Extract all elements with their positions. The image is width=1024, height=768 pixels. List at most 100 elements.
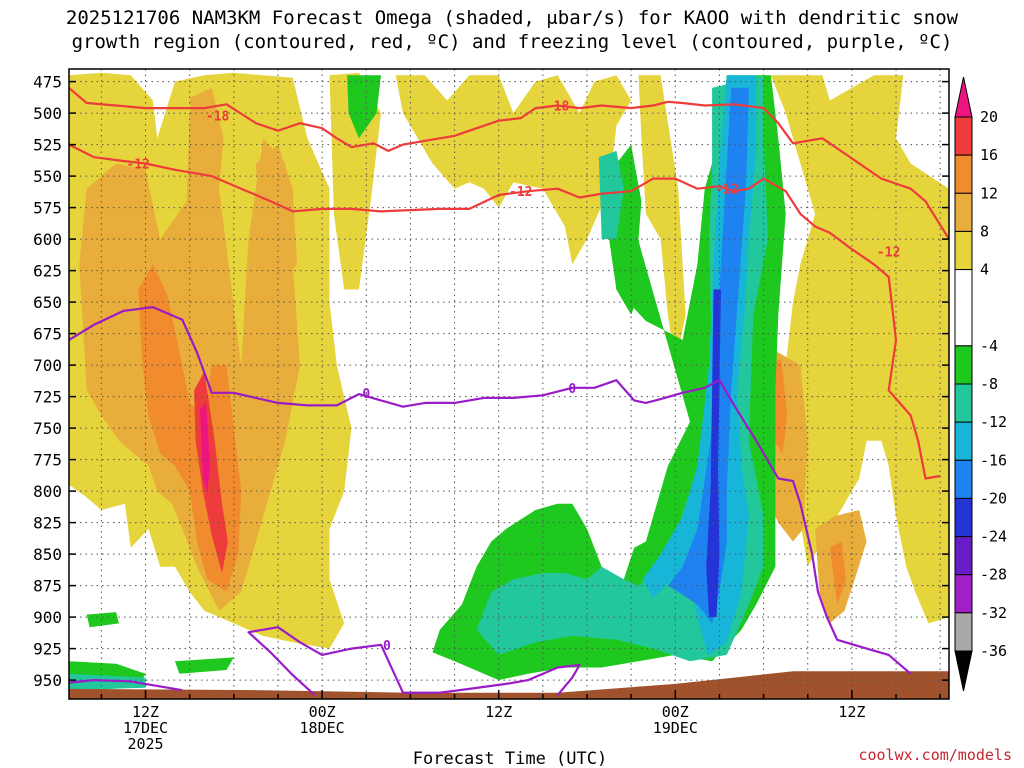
omega-region-left-column-peak (200, 402, 211, 492)
y-tick-label: 750 (33, 419, 62, 438)
ground-terrain (69, 671, 949, 699)
credit-text: coolwx.com/models (858, 746, 1012, 764)
x-tick-label: 12Z (838, 703, 865, 721)
colorbar-label: -20 (980, 489, 1007, 507)
omega-region-right-edge-yellow (770, 75, 949, 624)
colorbar-segment (954, 269, 973, 347)
omega-region-green-small-left (86, 612, 119, 628)
freezing-contour-label: 0 (383, 639, 391, 654)
omega-colorbar: 20 16 12 8 4 -4 -8 -12 -16 -20 -24 -28 -32 -36 (954, 76, 1007, 692)
chart-title-line-1: 2025121706 NAM3KM Forecast Omega (shaded… (66, 7, 959, 29)
y-tick-label: 875 (33, 577, 62, 596)
x-tick-label: 00Z (309, 703, 336, 721)
colorbar-bottom-arrow (954, 650, 973, 692)
colorbar-label: -24 (980, 528, 1007, 546)
colorbar-segment (954, 192, 973, 232)
y-tick-label: 900 (33, 608, 62, 627)
colorbar-segment (954, 230, 973, 271)
colorbar-segment (954, 116, 973, 156)
colorbar-label: -16 (980, 451, 1007, 469)
omega-region-dark-blue-core (706, 289, 721, 618)
freezing-contour-line (69, 306, 912, 675)
colorbar-label: -12 (980, 413, 1007, 431)
omega-region-blue-core (667, 87, 749, 624)
freezing-contour-line (247, 626, 581, 697)
omega-region-upper-band-orange (189, 87, 224, 189)
x-tick-label: 19DEC (653, 719, 698, 737)
chart-title-line-2: growth region (contoured, red, ºC) and f… (72, 31, 953, 53)
colorbar-label: 12 (980, 184, 998, 202)
y-tick-label: 850 (33, 545, 62, 564)
y-tick-label: 550 (33, 167, 62, 186)
omega-region-mid-gap-yellow (329, 72, 381, 290)
plot-frame (68, 68, 950, 700)
colorbar-segment (954, 497, 973, 538)
y-tick-label: 775 (33, 451, 62, 470)
colorbar-segment (954, 574, 973, 614)
x-tick-label: 12Z (132, 703, 159, 721)
dgz-contour-label: -12 (509, 185, 532, 200)
omega-region-bottom-right-red (829, 541, 846, 605)
y-tick-label: 925 (33, 640, 62, 659)
dgz-contour-label: -12 (877, 246, 900, 261)
dgz-contour-label: -12 (126, 158, 149, 173)
dgz-contour-line (69, 87, 949, 240)
y-tick-label: 825 (33, 514, 62, 533)
freezing-contour-label: 0 (362, 387, 370, 402)
y-tick-label: 575 (33, 199, 62, 218)
dgz-contour-label: -18 (546, 100, 570, 115)
x-tick-label: 2025 (127, 735, 163, 753)
y-tick-label: 650 (33, 293, 62, 312)
freezing-contour-label: 0 (568, 382, 576, 397)
colorbar-segment (954, 421, 973, 461)
y-tick-label: 700 (33, 356, 62, 375)
x-tick-label: 12Z (485, 703, 512, 721)
omega-shading (69, 72, 949, 693)
x-axis-label: Forecast Time (UTC) (413, 749, 607, 768)
colorbar-top-arrow (954, 76, 973, 118)
colorbar-segment (954, 383, 973, 423)
colorbar-label: 20 (980, 108, 998, 126)
colorbar-label: -36 (980, 642, 1007, 660)
y-tick-label: 475 (33, 73, 62, 92)
omega-region-teal-storm-core (598, 150, 624, 240)
grid-lines (69, 69, 949, 699)
omega-region-green-top-center (347, 75, 381, 139)
y-tick-label: 675 (33, 325, 62, 344)
y-tick-label: 625 (33, 262, 62, 281)
dgz-contour-line (69, 143, 941, 480)
colorbar-label: 8 (980, 222, 989, 240)
y-tick-label: 725 (33, 388, 62, 407)
colorbar-label: -8 (980, 375, 998, 393)
colorbar-segment (954, 154, 973, 194)
colorbar-segment (954, 345, 973, 385)
y-tick-label: 950 (33, 671, 62, 690)
colorbar-label: -28 (980, 566, 1007, 584)
y-tick-label: 800 (33, 482, 62, 501)
y-tick-label: 500 (33, 104, 62, 123)
colorbar-segment (954, 459, 973, 499)
dgz-contour-label: -12 (715, 183, 738, 198)
dgz-contour-label: -18 (206, 110, 230, 125)
y-tick-label: 600 (33, 230, 62, 249)
colorbar-label: -4 (980, 337, 998, 355)
x-tick-label: 00Z (662, 703, 689, 721)
contour-lines: -18 -18 -12 -12 -12 -12 0 0 0 (69, 87, 949, 697)
x-tick-label: 18DEC (300, 719, 345, 737)
colorbar-label: -32 (980, 604, 1007, 622)
omega-region-center-yellow-top (395, 75, 632, 265)
omega-region-right-yellow-band (638, 75, 686, 366)
y-tick-label: 525 (33, 136, 62, 155)
omega-region-upper-mid-orange (255, 144, 298, 290)
colorbar-label: 16 (980, 146, 998, 164)
ground-layer (69, 671, 949, 699)
pressure-axis: 475 500 525 550 575 600 625 650 675 700 725 750 775 8… (33, 73, 949, 690)
colorbar-segment (954, 612, 973, 652)
colorbar-segment (954, 536, 973, 576)
freezing-contour-line (69, 678, 183, 692)
colorbar-label: 4 (980, 261, 989, 279)
x-tick-label: 17DEC (123, 719, 168, 737)
omega-region-teal-bottom-strip (69, 673, 146, 691)
